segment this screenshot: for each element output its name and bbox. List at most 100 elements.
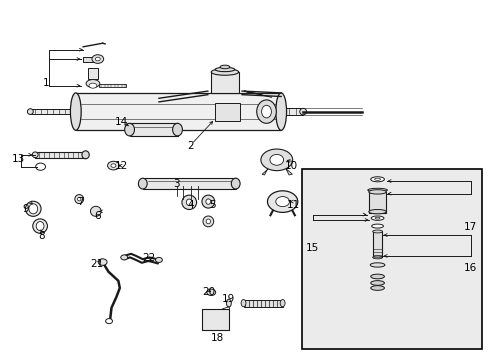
Bar	[30, 109, 76, 114]
Ellipse shape	[75, 194, 83, 204]
Bar	[302, 169, 481, 349]
Circle shape	[111, 164, 116, 167]
Ellipse shape	[261, 105, 271, 118]
Ellipse shape	[256, 100, 276, 123]
Text: 5: 5	[209, 200, 216, 210]
Bar	[99, 84, 126, 87]
Ellipse shape	[275, 93, 286, 130]
Circle shape	[105, 319, 112, 324]
Bar	[142, 178, 235, 189]
Bar	[368, 192, 386, 213]
Ellipse shape	[203, 216, 213, 227]
Ellipse shape	[32, 152, 38, 158]
Bar	[215, 103, 239, 121]
Bar	[202, 309, 229, 330]
Circle shape	[107, 161, 119, 170]
Text: 15: 15	[305, 243, 318, 253]
Circle shape	[95, 57, 100, 61]
Text: 11: 11	[286, 200, 300, 210]
Ellipse shape	[202, 195, 214, 208]
Text: 17: 17	[463, 222, 476, 232]
Bar	[243, 300, 282, 307]
Ellipse shape	[172, 123, 182, 136]
Ellipse shape	[124, 123, 134, 136]
Circle shape	[36, 163, 45, 170]
Bar	[372, 231, 382, 257]
Ellipse shape	[90, 206, 101, 216]
Circle shape	[98, 259, 107, 265]
Text: 22: 22	[142, 253, 156, 264]
Ellipse shape	[226, 299, 231, 307]
Text: 12: 12	[114, 161, 128, 171]
Ellipse shape	[370, 286, 384, 291]
Text: 9: 9	[22, 204, 29, 214]
Ellipse shape	[370, 274, 384, 279]
Text: 3: 3	[172, 179, 179, 189]
Bar	[211, 72, 238, 93]
Ellipse shape	[36, 222, 44, 231]
Ellipse shape	[372, 256, 382, 259]
Text: 2: 2	[187, 141, 194, 151]
Bar	[35, 152, 85, 158]
Ellipse shape	[267, 191, 297, 212]
Text: 14: 14	[114, 117, 128, 127]
Circle shape	[121, 255, 127, 260]
Text: 19: 19	[222, 294, 235, 304]
Ellipse shape	[205, 199, 210, 204]
Circle shape	[155, 257, 162, 262]
Circle shape	[206, 289, 215, 296]
Text: 10: 10	[284, 161, 297, 171]
Circle shape	[92, 55, 103, 63]
Ellipse shape	[261, 149, 292, 171]
Ellipse shape	[371, 224, 383, 228]
Bar	[129, 123, 177, 136]
Ellipse shape	[368, 210, 386, 214]
Bar	[76, 93, 281, 130]
Ellipse shape	[370, 177, 384, 182]
Ellipse shape	[205, 219, 210, 224]
Ellipse shape	[299, 108, 306, 115]
Ellipse shape	[77, 197, 81, 201]
Ellipse shape	[368, 190, 386, 194]
Polygon shape	[286, 169, 292, 175]
Bar	[283, 108, 303, 115]
Ellipse shape	[370, 216, 383, 220]
Ellipse shape	[186, 199, 192, 206]
Text: 20: 20	[203, 287, 215, 297]
Text: 16: 16	[463, 263, 476, 273]
Ellipse shape	[81, 151, 89, 159]
Ellipse shape	[374, 217, 379, 219]
Ellipse shape	[241, 300, 245, 307]
Ellipse shape	[370, 281, 384, 285]
Ellipse shape	[374, 178, 380, 180]
Text: 21: 21	[90, 258, 103, 269]
Ellipse shape	[89, 83, 97, 88]
Ellipse shape	[138, 178, 147, 189]
Ellipse shape	[182, 195, 196, 210]
Text: 7: 7	[77, 197, 84, 207]
Ellipse shape	[215, 67, 234, 72]
Ellipse shape	[27, 109, 33, 114]
Bar	[83, 57, 94, 62]
Ellipse shape	[372, 230, 382, 233]
Ellipse shape	[220, 65, 229, 69]
Polygon shape	[262, 169, 267, 175]
Ellipse shape	[33, 219, 47, 233]
Ellipse shape	[367, 188, 386, 192]
Ellipse shape	[275, 197, 289, 207]
Text: 6: 6	[94, 211, 101, 221]
Text: 13: 13	[12, 154, 25, 164]
Ellipse shape	[86, 80, 100, 87]
Ellipse shape	[231, 178, 240, 189]
Ellipse shape	[211, 69, 238, 75]
Text: 4: 4	[187, 200, 194, 210]
Ellipse shape	[280, 300, 285, 307]
Ellipse shape	[70, 93, 81, 130]
Text: 18: 18	[210, 333, 224, 343]
Bar	[88, 68, 98, 79]
Text: 8: 8	[38, 231, 45, 241]
Ellipse shape	[25, 201, 41, 216]
Text: 1: 1	[43, 78, 50, 88]
Ellipse shape	[369, 263, 384, 267]
Ellipse shape	[29, 204, 38, 214]
